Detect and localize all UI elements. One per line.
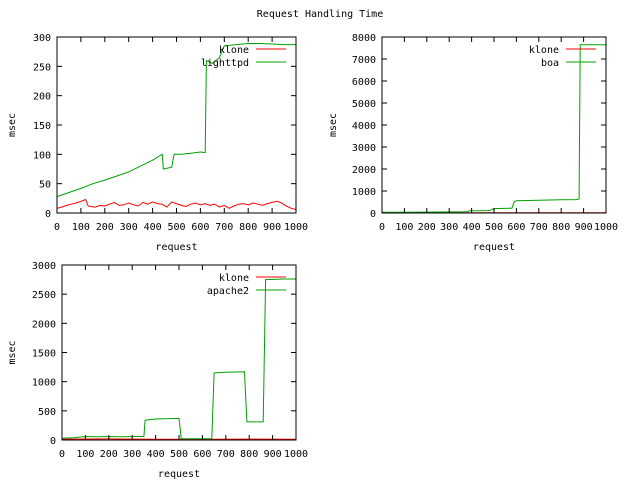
legend-label-boa: boa: [541, 58, 559, 69]
x-tick-label: 300: [120, 222, 138, 233]
x-tick-label: 200: [96, 222, 114, 233]
y-tick-label: 2500: [32, 290, 56, 301]
y-tick-label: 8000: [352, 33, 376, 44]
x-axis-label: request: [155, 242, 197, 253]
y-tick-label: 200: [33, 92, 51, 103]
x-tick-label: 600: [193, 449, 211, 460]
y-tick-label: 2000: [352, 165, 376, 176]
plot-frame: [56, 36, 297, 214]
x-tick-label: 800: [240, 449, 258, 460]
x-tick-label: 400: [144, 222, 162, 233]
x-tick-label: 900: [264, 449, 282, 460]
plot-frame: [61, 264, 297, 441]
legend-label-apache2: apache2: [207, 286, 249, 297]
y-tick-label: 3000: [352, 143, 376, 154]
x-tick-label: 800: [552, 222, 570, 233]
y-tick-label: 1500: [32, 349, 56, 360]
x-tick-label: 0: [59, 449, 65, 460]
x-tick-label: 500: [485, 222, 503, 233]
x-tick-label: 1000: [284, 449, 308, 460]
y-tick-label: 2000: [32, 319, 56, 330]
y-tick-label: 500: [38, 407, 56, 418]
figure-title: Request Handling Time: [257, 9, 383, 20]
x-tick-label: 100: [76, 449, 94, 460]
y-axis-label: msec: [328, 113, 339, 137]
series-line-boa: [381, 44, 606, 213]
x-axis-label: request: [158, 469, 200, 480]
x-tick-label: 0: [379, 222, 385, 233]
plot-frame: [381, 36, 607, 214]
y-tick-label: 7000: [352, 55, 376, 66]
x-tick-label: 100: [395, 222, 413, 233]
x-tick-label: 100: [72, 222, 90, 233]
x-tick-label: 700: [217, 449, 235, 460]
legend-label-klone: klone: [219, 273, 249, 284]
x-tick-label: 200: [100, 449, 118, 460]
series-line-apache2: [61, 278, 296, 440]
y-axis-label: msec: [7, 340, 18, 364]
x-tick-label: 700: [530, 222, 548, 233]
x-tick-label: 600: [507, 222, 525, 233]
y-tick-label: 5000: [352, 99, 376, 110]
legend-label-klone: klone: [219, 45, 249, 56]
series-line-lighttpd: [56, 43, 296, 198]
chart-panel-lighttpd: 0 100 200 300 400 500 600 700 800 900 1000 0 50 100 15…: [7, 33, 308, 253]
x-tick-label: 1000: [284, 222, 308, 233]
y-tick-label: 1000: [352, 187, 376, 198]
x-tick-label: 200: [418, 222, 436, 233]
y-tick-label: 0: [370, 209, 376, 220]
x-axis-label: request: [473, 242, 515, 253]
y-tick-label: 50: [39, 180, 51, 191]
x-tick-label: 700: [215, 222, 233, 233]
x-tick-label: 400: [147, 449, 165, 460]
x-tick-label: 1000: [594, 222, 618, 233]
x-tick-label: 500: [167, 222, 185, 233]
y-tick-label: 3000: [32, 261, 56, 272]
y-tick-label: 6000: [352, 77, 376, 88]
y-tick-label: 4000: [352, 121, 376, 132]
y-tick-label: 0: [45, 209, 51, 220]
x-tick-label: 900: [263, 222, 281, 233]
x-tick-label: 800: [239, 222, 257, 233]
y-tick-label: 100: [33, 150, 51, 161]
x-tick-label: 0: [54, 222, 60, 233]
series-line-klone: [56, 198, 297, 210]
y-tick-label: 250: [33, 62, 51, 73]
x-tick-label: 300: [440, 222, 458, 233]
x-tick-label: 300: [123, 449, 141, 460]
x-tick-label: 500: [170, 449, 188, 460]
x-tick-label: 400: [463, 222, 481, 233]
chart-panel-boa: 0 100 200 300 400 500 600 700 800 900 100001000200…: [328, 33, 618, 253]
legend-label-klone: klone: [529, 45, 559, 56]
y-tick-label: 1000: [32, 378, 56, 389]
x-tick-label: 600: [191, 222, 209, 233]
chart-panel-apache2: 0 100 200 300 400 500 600 700 800 900 100005001000…: [7, 261, 308, 480]
legend-label-lighttpd: lighttpd: [201, 58, 249, 69]
y-tick-label: 300: [33, 33, 51, 44]
y-tick-label: 150: [33, 121, 51, 132]
y-axis-label: msec: [7, 113, 18, 137]
y-tick-label: 0: [50, 436, 56, 447]
x-tick-label: 900: [575, 222, 593, 233]
